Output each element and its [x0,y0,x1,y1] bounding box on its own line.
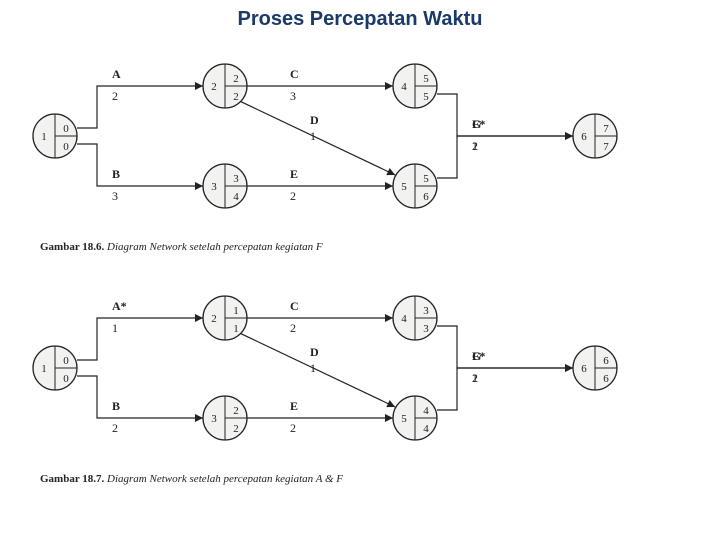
svg-text:3: 3 [112,189,118,203]
svg-text:C: C [290,299,299,313]
svg-text:2: 2 [112,421,118,435]
svg-text:4: 4 [233,191,239,203]
svg-text:1: 1 [233,323,239,335]
svg-text:7: 7 [603,123,609,135]
caption-1-italic: Diagram Network setelah percepatan kegia… [107,241,323,253]
diagram-2-wrap: A*1C2F*2B2E2G1D1100211433322544666 Gamba… [0,263,720,485]
svg-text:1: 1 [112,321,118,335]
svg-text:6: 6 [603,373,609,385]
svg-text:4: 4 [423,423,429,435]
diagram-1-svg: A2C3F*2B3E2G1D1100222455334556677 [0,31,680,241]
svg-text:B: B [112,399,120,413]
svg-text:0: 0 [63,141,69,153]
svg-text:3: 3 [423,305,429,317]
page-title: Proses Percepatan Waktu [0,0,720,31]
svg-text:5: 5 [423,173,429,185]
caption-2: Gambar 18.7. Diagram Network setelah per… [0,473,720,485]
svg-text:2: 2 [211,81,217,93]
svg-text:3: 3 [233,173,239,185]
svg-text:3: 3 [423,323,429,335]
diagram-1-wrap: A2C3F*2B3E2G1D1100222455334556677 Gambar… [0,31,720,253]
svg-text:2: 2 [211,313,217,325]
svg-text:2: 2 [290,189,296,203]
svg-text:6: 6 [581,131,587,143]
svg-text:5: 5 [401,181,407,193]
svg-text:5: 5 [423,73,429,85]
svg-text:D: D [310,113,319,127]
svg-text:7: 7 [603,141,609,153]
svg-text:G: G [472,349,481,363]
caption-2-italic: Diagram Network setelah percepatan kegia… [107,473,343,485]
svg-text:A: A [112,67,121,81]
svg-text:5: 5 [401,413,407,425]
caption-2-bold: Gambar 18.7. [40,473,104,485]
svg-text:2: 2 [290,421,296,435]
svg-text:6: 6 [581,363,587,375]
svg-text:2: 2 [233,73,239,85]
svg-text:G: G [472,117,481,131]
svg-text:2: 2 [233,405,239,417]
svg-text:2: 2 [290,321,296,335]
caption-1-bold: Gambar 18.6. [40,241,104,253]
svg-text:1: 1 [233,305,239,317]
svg-text:4: 4 [423,405,429,417]
svg-text:C: C [290,67,299,81]
svg-text:3: 3 [211,181,217,193]
svg-text:A*: A* [112,299,127,313]
diagram-2-svg: A*1C2F*2B2E2G1D1100211433322544666 [0,263,680,473]
svg-text:5: 5 [423,91,429,103]
svg-text:0: 0 [63,373,69,385]
svg-text:0: 0 [63,123,69,135]
svg-text:2: 2 [112,89,118,103]
svg-text:1: 1 [472,139,478,153]
svg-text:E: E [290,167,298,181]
svg-text:4: 4 [401,313,407,325]
svg-text:6: 6 [423,191,429,203]
caption-1: Gambar 18.6. Diagram Network setelah per… [0,241,720,253]
svg-text:1: 1 [41,363,47,375]
svg-text:1: 1 [41,131,47,143]
svg-text:0: 0 [63,355,69,367]
svg-text:4: 4 [401,81,407,93]
svg-text:3: 3 [290,89,296,103]
svg-text:6: 6 [603,355,609,367]
svg-text:3: 3 [211,413,217,425]
svg-text:1: 1 [472,371,478,385]
svg-text:2: 2 [233,423,239,435]
svg-text:B: B [112,167,120,181]
svg-text:2: 2 [233,91,239,103]
svg-text:D: D [310,345,319,359]
svg-text:E: E [290,399,298,413]
